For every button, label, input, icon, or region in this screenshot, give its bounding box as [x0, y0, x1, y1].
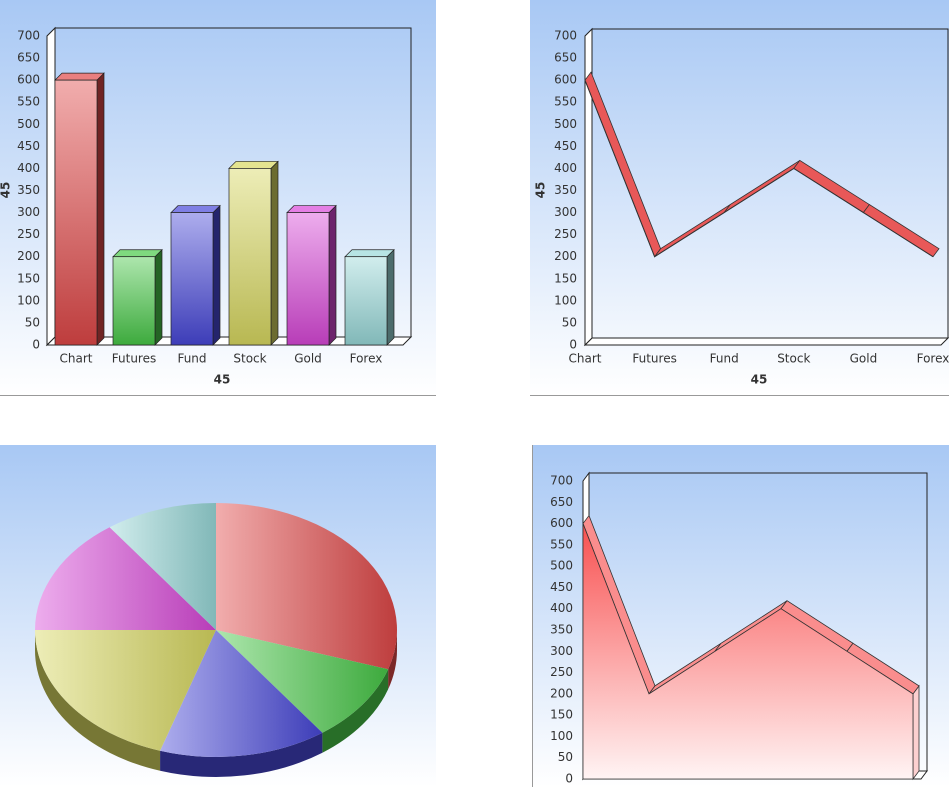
- y-tick-label: 450: [554, 139, 577, 153]
- pie-slice: [35, 527, 216, 630]
- y-tick-label: 300: [554, 205, 577, 219]
- y-tick-label: 100: [554, 293, 577, 307]
- pie-slice: [35, 630, 216, 751]
- y-tick-label: 550: [550, 537, 573, 551]
- y-tick-label: 650: [550, 495, 573, 509]
- y-tick-label: 150: [17, 271, 40, 285]
- y-tick-label: 500: [554, 117, 577, 131]
- bar-top: [112, 249, 163, 258]
- bar-top: [286, 205, 337, 213]
- y-axis-title: 45: [0, 182, 13, 199]
- y-tick-label: 650: [17, 51, 40, 65]
- x-tick-label: Fund: [177, 352, 206, 366]
- area-side: [912, 684, 920, 781]
- x-tick-label: Chart: [60, 352, 93, 366]
- y-tick-label: 100: [550, 729, 573, 743]
- x-axis-title: 45: [751, 373, 768, 387]
- y-tick-label: 350: [17, 183, 40, 197]
- y-tick-label: 600: [17, 73, 40, 87]
- x-tick-label: Gold: [850, 352, 878, 366]
- y-tick-label: 350: [550, 623, 573, 637]
- pie-side: [322, 669, 389, 753]
- y-tick-label: 350: [554, 183, 577, 197]
- pie-slice: [216, 503, 397, 670]
- x-tick-label: Futures: [112, 352, 156, 366]
- y-tick-label: 700: [17, 29, 40, 43]
- y-axis-title: 45: [534, 182, 548, 199]
- y-tick-label: 300: [550, 644, 573, 658]
- y-tick-label: 600: [554, 73, 577, 87]
- y-tick-label: 0: [569, 338, 577, 352]
- y-tick-label: 700: [550, 474, 573, 488]
- bar-side: [328, 204, 337, 346]
- x-axis-title: 45: [214, 373, 231, 387]
- y-tick-label: 200: [550, 686, 573, 700]
- bar-top: [344, 249, 395, 258]
- pie-side: [35, 630, 161, 771]
- x-tick-label: Gold: [294, 352, 322, 366]
- y-tick-label: 150: [550, 708, 573, 722]
- y-tick-label: 0: [32, 338, 40, 352]
- x-tick-label: Forex: [350, 352, 383, 366]
- y-tick-label: 700: [554, 29, 577, 43]
- y-tick-label: 250: [554, 227, 577, 241]
- y-tick-label: 500: [17, 117, 40, 131]
- panel: [530, 0, 949, 395]
- y-tick-label: 400: [17, 161, 40, 175]
- y-tick-label: 250: [550, 665, 573, 679]
- y-tick-label: 400: [554, 161, 577, 175]
- bar: [54, 79, 98, 346]
- x-tick-label: Chart: [569, 352, 602, 366]
- y-tick-label: 200: [554, 249, 577, 263]
- bar: [170, 212, 214, 346]
- pie-side: [388, 630, 397, 690]
- y-tick-label: 600: [550, 516, 573, 530]
- bar: [344, 256, 388, 346]
- y-tick-label: 150: [554, 271, 577, 285]
- bar-top: [54, 72, 105, 81]
- bar-side: [270, 160, 279, 346]
- y-tick-label: 550: [554, 95, 577, 109]
- x-tick-label: Fund: [710, 352, 739, 366]
- y-tick-label: 50: [558, 750, 573, 764]
- side-wall: [46, 26, 56, 347]
- area: [582, 523, 914, 780]
- bar-top: [228, 161, 279, 169]
- floor: [583, 337, 949, 346]
- y-tick-label: 50: [562, 315, 577, 329]
- pie-side: [160, 732, 323, 777]
- y-tick-label: 400: [550, 601, 573, 615]
- x-tick-label: Stock: [777, 352, 810, 366]
- bar-top: [170, 205, 221, 213]
- bar-side: [154, 248, 163, 346]
- bar: [112, 256, 156, 346]
- y-tick-label: 50: [25, 315, 40, 329]
- y-tick-label: 200: [17, 249, 40, 263]
- y-tick-label: 100: [17, 293, 40, 307]
- y-tick-label: 550: [17, 95, 40, 109]
- y-tick-label: 0: [565, 772, 573, 786]
- x-tick-label: Forex: [917, 352, 949, 366]
- y-tick-label: 650: [554, 51, 577, 65]
- y-tick-label: 500: [550, 559, 573, 573]
- y-tick-label: 450: [17, 139, 40, 153]
- bar-side: [212, 204, 221, 346]
- bar-side: [386, 248, 395, 346]
- line: [584, 79, 934, 258]
- bar: [228, 168, 272, 346]
- pie-slice: [160, 630, 323, 757]
- x-tick-label: Futures: [632, 352, 676, 366]
- bar-side: [96, 72, 105, 346]
- bar: [286, 212, 330, 346]
- side-wall: [584, 27, 593, 347]
- x-tick-label: Stock: [233, 352, 266, 366]
- pie-slice: [216, 630, 389, 733]
- y-tick-label: 300: [17, 205, 40, 219]
- y-tick-label: 250: [17, 227, 40, 241]
- y-tick-label: 450: [550, 580, 573, 594]
- pie-slice: [109, 503, 216, 630]
